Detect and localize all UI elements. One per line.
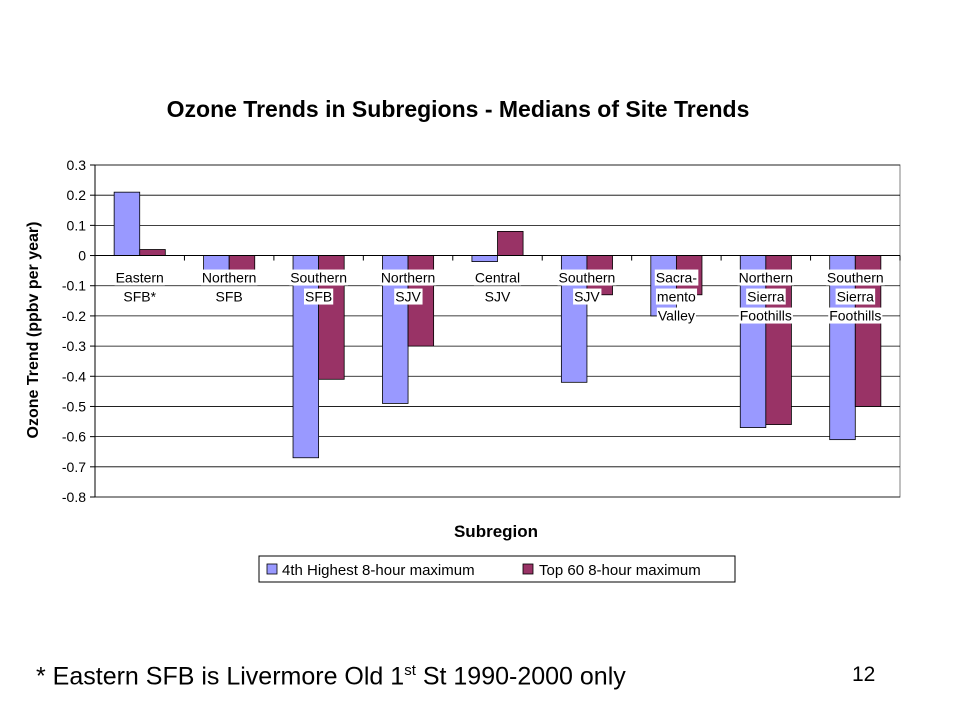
category-label-background <box>473 269 522 286</box>
category-label-line: Eastern <box>116 270 164 286</box>
y-tick-label: -0.6 <box>62 429 86 445</box>
y-tick-labels: 0.3 0.2 0.1 0 -0.1 -0.2 -0.3 -0.4 -0.5 -0.6 -0.7 -0… <box>62 157 86 505</box>
category-label-line: Sierra <box>747 289 785 305</box>
category-label-background <box>737 269 795 286</box>
category-label-background <box>394 288 423 305</box>
bar-top-60-1 <box>228 255 256 272</box>
category-label-background <box>114 269 165 286</box>
bar-4th-highest-4 <box>471 255 498 262</box>
category-label-line: Southern <box>290 270 347 286</box>
category-label-line: mento <box>657 289 696 305</box>
legend-swatch-top-60 <box>522 563 534 575</box>
category-label-line: Sacra- <box>656 270 698 286</box>
y-tick-label: -0.2 <box>62 308 86 324</box>
category-label-background <box>656 307 696 324</box>
chart-title: Ozone Trends in Subregions - Medians of … <box>167 96 750 122</box>
category-label-background <box>738 307 793 324</box>
legend-label-4th-highest: 4th Highest 8-hour maximum <box>282 562 475 579</box>
y-tick-label: -0.4 <box>62 368 86 384</box>
category-label-line: Northern <box>202 270 256 286</box>
category-label-background <box>746 288 786 305</box>
category-label-line: SJV <box>485 289 511 305</box>
category-label-line: Northern <box>739 270 793 286</box>
y-tick-label: 0.3 <box>67 157 87 173</box>
category-label-background <box>303 288 334 305</box>
legend-box <box>258 555 736 583</box>
category-label-background <box>289 269 349 286</box>
category-label-background <box>654 269 699 286</box>
footnote-suffix: St 1990-2000 only <box>415 662 626 691</box>
category-label-line: SFB* <box>123 289 156 305</box>
category-label-background <box>573 288 602 305</box>
category-label-line: Southern <box>827 270 884 286</box>
category-label-background <box>825 269 885 286</box>
y-tick-label: -0.7 <box>62 459 86 475</box>
category-label-line: Valley <box>658 308 695 324</box>
category-label-background <box>200 269 258 286</box>
category-label-line: Sierra <box>837 289 875 305</box>
category-label-background <box>214 288 244 305</box>
category-label-line: SFB <box>216 289 243 305</box>
category-label-line: Foothills <box>829 308 881 324</box>
category-label-background <box>483 288 512 305</box>
footnote-superscript: st <box>404 662 416 679</box>
footnote: * Eastern SFB is Livermore Old 1st St 19… <box>36 662 626 691</box>
y-tick-label: -0.1 <box>62 278 86 294</box>
category-label-line: Northern <box>381 270 435 286</box>
category-label-background <box>655 288 698 305</box>
category-label-background <box>379 269 437 286</box>
bar-4th-highest-6 <box>650 255 677 317</box>
category-label-line: Southern <box>559 270 616 286</box>
category-label-line: SJV <box>574 289 600 305</box>
slide-number: 12 <box>852 663 876 686</box>
bar-4th-highest-0 <box>113 191 141 256</box>
legend-label-top-60: Top 60 8-hour maximum <box>539 562 701 579</box>
y-tick-label: 0.1 <box>67 217 87 233</box>
category-label-background <box>557 269 617 286</box>
y-tick-label: -0.8 <box>62 489 86 505</box>
category-label-background <box>122 288 158 305</box>
axes <box>90 164 901 498</box>
bar-top-60-0 <box>139 249 166 256</box>
y-axis-title: Ozone Trend (ppbv per year) <box>25 222 42 439</box>
category-label-background <box>828 307 883 324</box>
x-axis-title: Subregion <box>454 522 538 541</box>
y-tick-label: 0.2 <box>67 187 87 203</box>
category-label-line: SJV <box>395 289 421 305</box>
category-label-line: Central <box>475 270 520 286</box>
legend-swatch-4th-highest <box>266 563 278 575</box>
legend: 4th Highest 8-hour maximum Top 60 8-hour… <box>258 555 736 583</box>
y-tick-label: -0.5 <box>62 398 86 414</box>
category-label-background <box>835 288 876 305</box>
footnote-prefix: * Eastern SFB is Livermore Old 1 <box>36 662 405 691</box>
category-labels: Eastern SFB* Northern SFB Southern SFB Norther… <box>114 269 885 324</box>
y-tick-label: 0 <box>78 248 86 264</box>
bar-4th-highest-2 <box>292 255 320 459</box>
category-label-line: SFB <box>305 289 332 305</box>
bar-top-60-4 <box>497 230 524 256</box>
y-tick-label: -0.3 <box>62 338 86 354</box>
category-label-line: Foothills <box>740 308 792 324</box>
